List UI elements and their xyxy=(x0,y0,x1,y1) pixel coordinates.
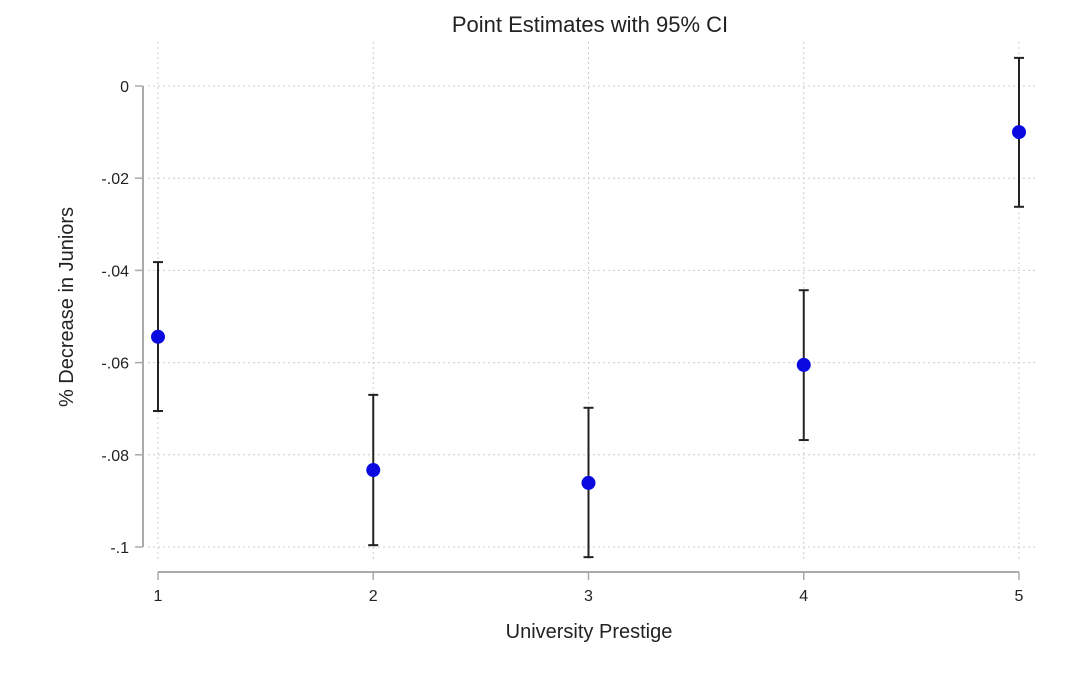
y-tick-label: 0 xyxy=(120,79,129,96)
x-axis-label: University Prestige xyxy=(506,621,673,643)
chart-title: Point Estimates with 95% CI xyxy=(452,12,728,37)
data-marks xyxy=(151,56,1026,559)
y-tick-label: -.08 xyxy=(101,448,129,465)
y-axis-label: % Decrease in Juniors xyxy=(56,207,78,407)
point-estimate xyxy=(151,329,165,344)
x-tick-label: 5 xyxy=(1015,588,1024,605)
point-estimate xyxy=(366,463,381,478)
point-estimate xyxy=(581,475,596,490)
x-tick-label: 4 xyxy=(799,588,808,605)
x-tick-label: 1 xyxy=(154,588,163,605)
y-tick-label: -.06 xyxy=(101,356,129,373)
y-tick-label: -.04 xyxy=(101,263,129,280)
x-tick-label: 3 xyxy=(584,588,593,605)
point-estimate xyxy=(1012,125,1026,140)
y-tick-label: -.1 xyxy=(110,540,129,557)
y-tick-label: -.02 xyxy=(101,171,129,188)
axes: 0 -.02 -.04 -.06 -.08 -.1 1 2 3 4 5 xyxy=(101,79,1023,605)
x-tick-label: 2 xyxy=(369,588,378,605)
point-estimate xyxy=(796,357,811,372)
